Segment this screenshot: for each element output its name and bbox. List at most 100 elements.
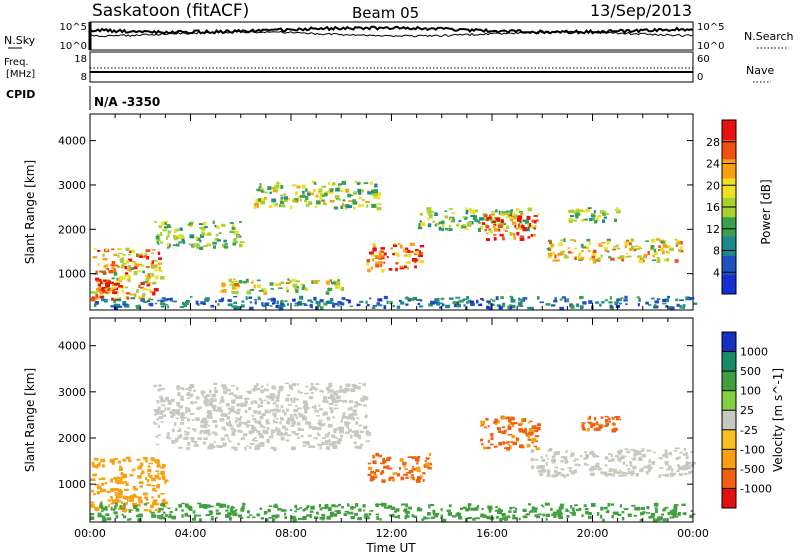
heatmap-cell — [235, 280, 238, 283]
heatmap-cell — [602, 213, 607, 216]
heatmap-cell — [215, 516, 218, 519]
power-y-tick-label: 2000 — [58, 223, 86, 236]
heatmap-cell — [481, 222, 486, 225]
heatmap-cell — [204, 297, 210, 302]
heatmap-cell — [294, 432, 299, 436]
heatmap-cell — [284, 431, 288, 435]
heatmap-cell — [95, 294, 99, 298]
heatmap-cell — [190, 296, 193, 298]
heatmap-cell — [105, 279, 110, 283]
heatmap-cell — [345, 383, 351, 387]
heatmap-cell — [345, 188, 350, 193]
heatmap-cell — [231, 446, 235, 449]
heatmap-cell — [636, 506, 641, 511]
heatmap-cell — [249, 442, 255, 445]
heatmap-cell — [231, 434, 236, 436]
heatmap-cell — [624, 455, 627, 458]
heatmap-cell — [171, 515, 177, 520]
heatmap-cell — [647, 469, 651, 473]
heatmap-cell — [480, 438, 484, 442]
heatmap-cell — [492, 299, 496, 302]
heatmap-cell — [398, 299, 402, 302]
heatmap-cell — [156, 485, 160, 489]
heatmap-cell — [278, 304, 281, 308]
heatmap-cell — [260, 200, 266, 205]
heatmap-cell — [480, 298, 484, 300]
heatmap-cell — [226, 388, 231, 392]
heatmap-cell — [516, 232, 520, 236]
heatmap-cell — [510, 299, 516, 303]
nsearch-line — [89, 30, 694, 38]
heatmap-cell — [379, 250, 385, 254]
heatmap-cell — [465, 209, 471, 212]
heatmap-cell — [332, 304, 336, 308]
heatmap-cell — [380, 502, 385, 505]
heatmap-cell — [510, 506, 516, 509]
heatmap-cell — [146, 256, 150, 260]
heatmap-cell — [251, 427, 255, 432]
heatmap-cell — [652, 518, 658, 522]
heatmap-cell — [128, 253, 132, 256]
heatmap-cell — [619, 469, 622, 472]
heatmap-cell — [529, 420, 533, 423]
heatmap-cell — [238, 395, 243, 400]
heatmap-cell — [199, 504, 203, 509]
heatmap-cell — [142, 293, 146, 297]
heatmap-cell — [493, 237, 497, 241]
heatmap-cell — [154, 302, 158, 305]
heatmap-cell — [90, 298, 96, 302]
heatmap-cell — [349, 305, 353, 308]
heatmap-cell — [373, 189, 378, 193]
heatmap-cell — [113, 253, 118, 256]
heatmap-cell — [323, 423, 326, 426]
heatmap-cell — [445, 304, 450, 309]
heatmap-cell — [337, 279, 340, 282]
heatmap-cell — [442, 518, 447, 523]
heatmap-cell — [559, 515, 563, 518]
heatmap-cell — [90, 503, 95, 508]
heatmap-cell — [668, 451, 672, 456]
heatmap-cell — [592, 453, 596, 458]
heatmap-cell — [486, 238, 490, 242]
heatmap-cell — [115, 298, 120, 301]
heatmap-cell — [518, 428, 524, 432]
heatmap-cell — [546, 474, 551, 478]
nsky-tick-bottom: 10^0 — [60, 41, 87, 52]
heatmap-cell — [315, 306, 319, 310]
heatmap-cell — [347, 511, 351, 515]
heatmap-cell — [253, 400, 257, 403]
heatmap-cell — [662, 454, 667, 457]
heatmap-cell — [442, 223, 445, 227]
heatmap-cell — [384, 502, 387, 507]
heatmap-cell — [337, 438, 343, 441]
heatmap-cell — [113, 488, 119, 491]
heatmap-cell — [96, 491, 100, 495]
heatmap-cell — [664, 258, 667, 262]
heatmap-cell — [397, 514, 400, 519]
heatmap-cell — [382, 459, 387, 463]
heatmap-cell — [488, 214, 492, 219]
heatmap-cell — [302, 441, 307, 444]
heatmap-cell — [658, 474, 662, 478]
heatmap-cell — [275, 426, 278, 431]
heatmap-cell — [286, 394, 291, 397]
heatmap-cell — [135, 508, 140, 512]
heatmap-cell — [333, 206, 339, 210]
heatmap-cell — [146, 300, 151, 303]
heatmap-cell — [636, 296, 640, 299]
heatmap-cell — [215, 424, 218, 428]
heatmap-cell — [139, 264, 145, 267]
heatmap-cell — [356, 303, 361, 307]
heatmap-cell — [127, 499, 130, 502]
heatmap-cell — [510, 218, 513, 222]
heatmap-cell — [375, 513, 380, 516]
heatmap-cell — [402, 249, 408, 253]
heatmap-cell — [536, 426, 541, 431]
heatmap-cell — [681, 467, 684, 470]
heatmap-cell — [130, 297, 136, 300]
heatmap-cell — [158, 411, 163, 415]
heatmap-cell — [346, 417, 350, 420]
heatmap-cell — [496, 420, 500, 424]
heatmap-cell — [494, 418, 498, 422]
heatmap-cell — [240, 507, 245, 512]
